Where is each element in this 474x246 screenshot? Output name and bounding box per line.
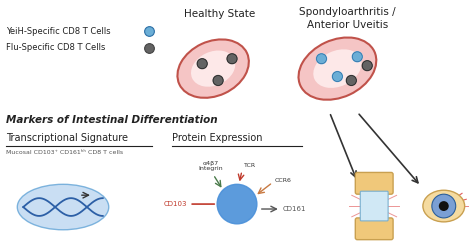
Ellipse shape: [299, 37, 376, 100]
Text: TCR: TCR: [244, 164, 256, 169]
Circle shape: [227, 54, 237, 64]
Ellipse shape: [423, 190, 465, 222]
Circle shape: [439, 201, 449, 211]
Circle shape: [332, 72, 342, 81]
Circle shape: [346, 76, 356, 85]
FancyBboxPatch shape: [356, 218, 393, 240]
Circle shape: [213, 76, 223, 85]
Text: Spondyloarthritis /
Anterior Uveitis: Spondyloarthritis / Anterior Uveitis: [299, 7, 396, 30]
Text: Transcriptional Signature: Transcriptional Signature: [6, 133, 128, 143]
Text: CCR6: CCR6: [275, 178, 292, 183]
Circle shape: [362, 61, 372, 71]
Ellipse shape: [17, 184, 109, 230]
Ellipse shape: [313, 49, 362, 88]
Circle shape: [432, 194, 456, 218]
Text: Protein Expression: Protein Expression: [173, 133, 263, 143]
Ellipse shape: [177, 39, 249, 98]
Circle shape: [352, 52, 362, 62]
Text: Flu-Specific CD8 T Cells: Flu-Specific CD8 T Cells: [6, 43, 106, 52]
Text: Markers of Intestinal Differentiation: Markers of Intestinal Differentiation: [6, 115, 218, 125]
Circle shape: [217, 184, 257, 224]
Circle shape: [197, 59, 207, 69]
Ellipse shape: [191, 50, 235, 87]
FancyBboxPatch shape: [360, 191, 388, 221]
Text: α4β7
Integrin: α4β7 Integrin: [199, 161, 223, 171]
Text: YeiH-Specific CD8 T Cells: YeiH-Specific CD8 T Cells: [6, 27, 111, 36]
FancyBboxPatch shape: [356, 172, 393, 194]
Text: Healthy State: Healthy State: [184, 9, 256, 19]
Text: CD161: CD161: [283, 206, 306, 212]
Text: Mucosal CD103⁺ CD161ʰʰ CD8 T cells: Mucosal CD103⁺ CD161ʰʰ CD8 T cells: [6, 150, 124, 155]
Circle shape: [317, 54, 327, 64]
Text: CD103: CD103: [164, 201, 187, 207]
